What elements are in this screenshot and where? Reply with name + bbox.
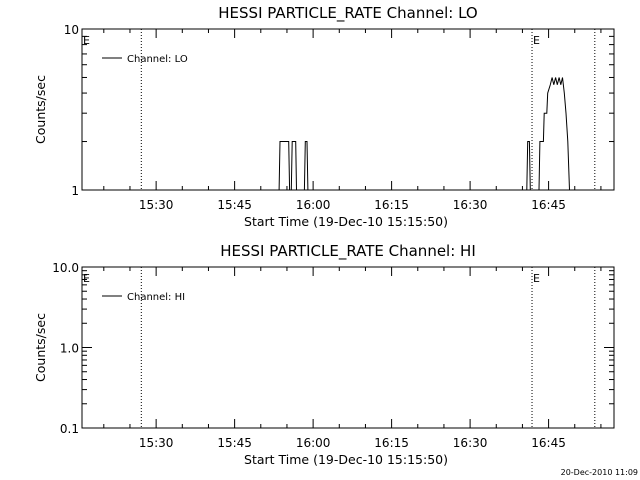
event-marker-label: E — [533, 272, 540, 285]
event-marker-label: E — [83, 34, 90, 47]
y-tick-label: 10.0 — [52, 261, 79, 275]
series-line — [526, 77, 570, 191]
legend-label: Channel: LO — [127, 54, 188, 65]
chart-title: HESSI PARTICLE_RATE Channel: HI — [220, 242, 476, 261]
event-marker-label: E — [533, 34, 540, 47]
series-line — [278, 141, 297, 191]
x-axis-label: Start Time (19-Dec-10 15:15:50) — [244, 214, 448, 229]
chart-title: HESSI PARTICLE_RATE Channel: LO — [218, 4, 477, 23]
x-tick-label: 16:15 — [374, 436, 409, 450]
y-axis-label: Counts/sec — [33, 75, 48, 144]
event-marker-label: E — [83, 272, 90, 285]
y-tick-label: 10 — [64, 23, 79, 37]
x-tick-label: 16:45 — [531, 198, 566, 212]
y-axis-label: Counts/sec — [33, 313, 48, 382]
x-tick-label: 16:00 — [296, 436, 331, 450]
x-tick-label: 15:45 — [217, 198, 252, 212]
x-tick-label: 15:30 — [139, 198, 174, 212]
x-tick-label: 16:00 — [296, 198, 331, 212]
series-line — [303, 141, 309, 191]
x-tick-label: 16:45 — [531, 436, 566, 450]
x-tick-label: 16:15 — [374, 198, 409, 212]
x-tick-label: 16:30 — [453, 436, 488, 450]
y-tick-label: 1.0 — [60, 342, 79, 356]
x-tick-label: 15:30 — [139, 436, 174, 450]
x-axis-label: Start Time (19-Dec-10 15:15:50) — [244, 452, 448, 467]
x-tick-label: 16:30 — [453, 198, 488, 212]
legend-label: Channel: HI — [127, 292, 185, 303]
y-tick-label: 0.1 — [60, 422, 79, 436]
x-tick-label: 15:45 — [217, 436, 252, 450]
plot-frame — [81, 28, 615, 191]
y-tick-label: 1 — [71, 184, 79, 198]
footer-timestamp: 20-Dec-2010 11:09 — [561, 468, 638, 477]
